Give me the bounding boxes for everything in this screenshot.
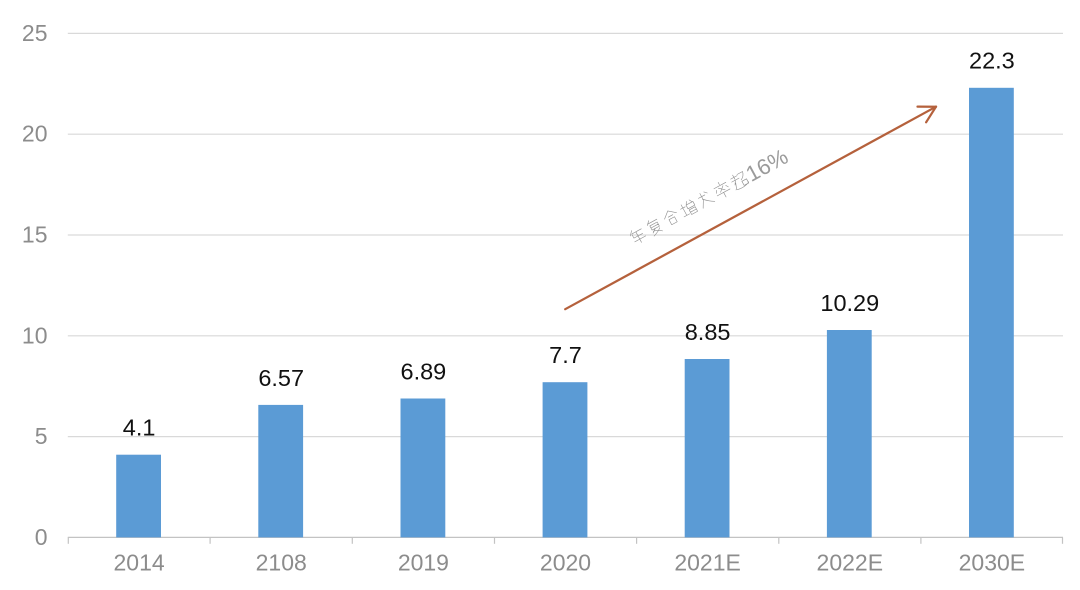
- svg-text:5: 5: [35, 423, 48, 449]
- svg-text:2108: 2108: [256, 550, 307, 576]
- svg-text:2019: 2019: [398, 550, 449, 576]
- svg-text:15: 15: [22, 222, 48, 248]
- svg-text:2021E: 2021E: [674, 550, 741, 576]
- svg-text:10: 10: [22, 322, 48, 348]
- svg-text:2022E: 2022E: [817, 550, 884, 576]
- svg-text:20: 20: [22, 121, 48, 147]
- svg-text:6.89: 6.89: [401, 358, 447, 384]
- svg-text:10.29: 10.29: [820, 290, 879, 316]
- svg-text:2014: 2014: [114, 550, 165, 576]
- svg-text:6.57: 6.57: [258, 365, 304, 391]
- svg-text:4.1: 4.1: [123, 415, 156, 441]
- svg-text:2020: 2020: [540, 550, 591, 576]
- svg-text:0: 0: [35, 524, 48, 550]
- svg-text:7.7: 7.7: [549, 342, 582, 368]
- svg-text:22.3: 22.3: [969, 48, 1015, 74]
- svg-text:2030E: 2030E: [959, 550, 1026, 576]
- svg-text:16%: 16%: [742, 144, 793, 187]
- svg-text:25: 25: [22, 20, 48, 46]
- svg-text:8.85: 8.85: [685, 319, 731, 345]
